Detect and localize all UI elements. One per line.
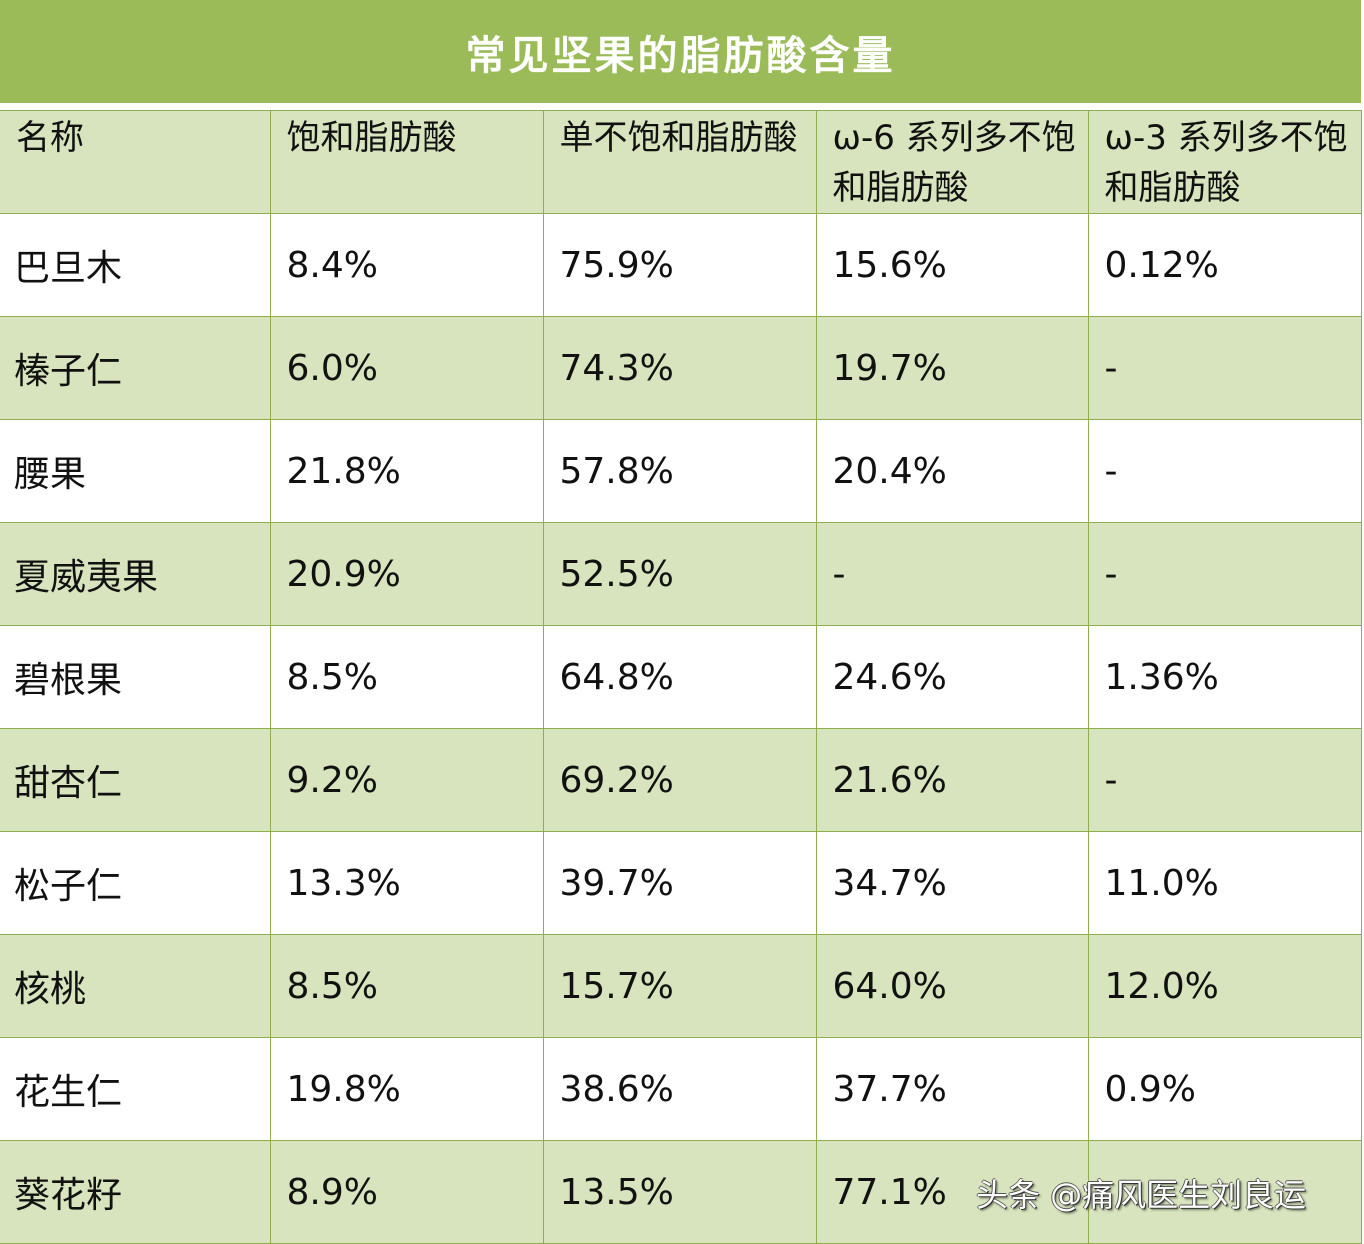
- table-row: 碧根果 8.5% 64.8% 24.6% 1.36%: [0, 625, 1362, 729]
- cell-omega3: -: [1087, 522, 1362, 626]
- table-row: 核桃 8.5% 15.7% 64.0% 12.0%: [0, 934, 1362, 1038]
- cell-omega6: 19.7%: [815, 316, 1089, 420]
- cell-name: 葵花籽: [0, 1140, 271, 1244]
- cell-name: 核桃: [0, 934, 271, 1038]
- cell-name: 夏威夷果: [0, 522, 271, 626]
- table-row: 松子仁 13.3% 39.7% 34.7% 11.0%: [0, 831, 1362, 935]
- cell-saturated: 6.0%: [269, 316, 544, 420]
- cell-saturated: 13.3%: [269, 831, 544, 935]
- header-omega3: ω-3 系列多不饱和脂肪酸: [1087, 110, 1362, 214]
- cell-omega6: 21.6%: [815, 728, 1089, 832]
- cell-monounsaturated: 69.2%: [542, 728, 817, 832]
- table-row: 葵花籽 8.9% 13.5% 77.1%: [0, 1140, 1362, 1244]
- cell-name: 松子仁: [0, 831, 271, 935]
- watermark: 头条 @痛风医生刘良运: [976, 1176, 1307, 1214]
- cell-omega3: -: [1087, 316, 1362, 420]
- cell-monounsaturated: 57.8%: [542, 419, 817, 523]
- header-name: 名称: [0, 110, 271, 214]
- cell-omega3: 0.9%: [1087, 1037, 1362, 1141]
- cell-omega6: 64.0%: [815, 934, 1089, 1038]
- table-row: 甜杏仁 9.2% 69.2% 21.6% -: [0, 728, 1362, 832]
- cell-saturated: 21.8%: [269, 419, 544, 523]
- cell-omega3: 12.0%: [1087, 934, 1362, 1038]
- cell-name: 榛子仁: [0, 316, 271, 420]
- cell-saturated: 9.2%: [269, 728, 544, 832]
- cell-monounsaturated: 38.6%: [542, 1037, 817, 1141]
- cell-monounsaturated: 75.9%: [542, 213, 817, 317]
- cell-name: 花生仁: [0, 1037, 271, 1141]
- cell-omega6: -: [815, 522, 1089, 626]
- cell-saturated: 8.9%: [269, 1140, 544, 1244]
- table-row: 夏威夷果 20.9% 52.5% - -: [0, 522, 1362, 626]
- fatty-acid-table: 名称 饱和脂肪酸 单不饱和脂肪酸 ω-6 系列多不饱和脂肪酸 ω-3 系列多不饱…: [0, 110, 1362, 1244]
- cell-omega6: 15.6%: [815, 213, 1089, 317]
- cell-omega3: -: [1087, 419, 1362, 523]
- cell-monounsaturated: 15.7%: [542, 934, 817, 1038]
- cell-monounsaturated: 74.3%: [542, 316, 817, 420]
- header-omega6: ω-6 系列多不饱和脂肪酸: [815, 110, 1089, 214]
- cell-name: 腰果: [0, 419, 271, 523]
- cell-monounsaturated: 52.5%: [542, 522, 817, 626]
- table-row: 榛子仁 6.0% 74.3% 19.7% -: [0, 316, 1362, 420]
- table-header-row: 名称 饱和脂肪酸 单不饱和脂肪酸 ω-6 系列多不饱和脂肪酸 ω-3 系列多不饱…: [0, 110, 1362, 214]
- cell-omega3: -: [1087, 728, 1362, 832]
- cell-monounsaturated: 13.5%: [542, 1140, 817, 1244]
- table-title: 常见坚果的脂肪酸含量: [0, 0, 1361, 103]
- cell-saturated: 8.5%: [269, 934, 544, 1038]
- cell-saturated: 20.9%: [269, 522, 544, 626]
- table-row: 花生仁 19.8% 38.6% 37.7% 0.9%: [0, 1037, 1362, 1141]
- cell-omega6: 37.7%: [815, 1037, 1089, 1141]
- header-saturated: 饱和脂肪酸: [269, 110, 544, 214]
- cell-omega3: 1.36%: [1087, 625, 1362, 729]
- cell-omega6: 24.6%: [815, 625, 1089, 729]
- cell-name: 巴旦木: [0, 213, 271, 317]
- table-row: 巴旦木 8.4% 75.9% 15.6% 0.12%: [0, 213, 1362, 317]
- cell-saturated: 8.4%: [269, 213, 544, 317]
- cell-saturated: 19.8%: [269, 1037, 544, 1141]
- cell-monounsaturated: 39.7%: [542, 831, 817, 935]
- cell-saturated: 8.5%: [269, 625, 544, 729]
- cell-name: 碧根果: [0, 625, 271, 729]
- table-row: 腰果 21.8% 57.8% 20.4% -: [0, 419, 1362, 523]
- cell-omega3: 11.0%: [1087, 831, 1362, 935]
- cell-omega3: 0.12%: [1087, 213, 1362, 317]
- header-monounsaturated: 单不饱和脂肪酸: [542, 110, 817, 214]
- cell-monounsaturated: 64.8%: [542, 625, 817, 729]
- cell-omega6: 77.1%: [815, 1140, 1089, 1244]
- fatty-acid-table-container: 名称 饱和脂肪酸 单不饱和脂肪酸 ω-6 系列多不饱和脂肪酸 ω-3 系列多不饱…: [0, 110, 1362, 1244]
- cell-name: 甜杏仁: [0, 728, 271, 832]
- cell-omega6: 20.4%: [815, 419, 1089, 523]
- cell-omega6: 34.7%: [815, 831, 1089, 935]
